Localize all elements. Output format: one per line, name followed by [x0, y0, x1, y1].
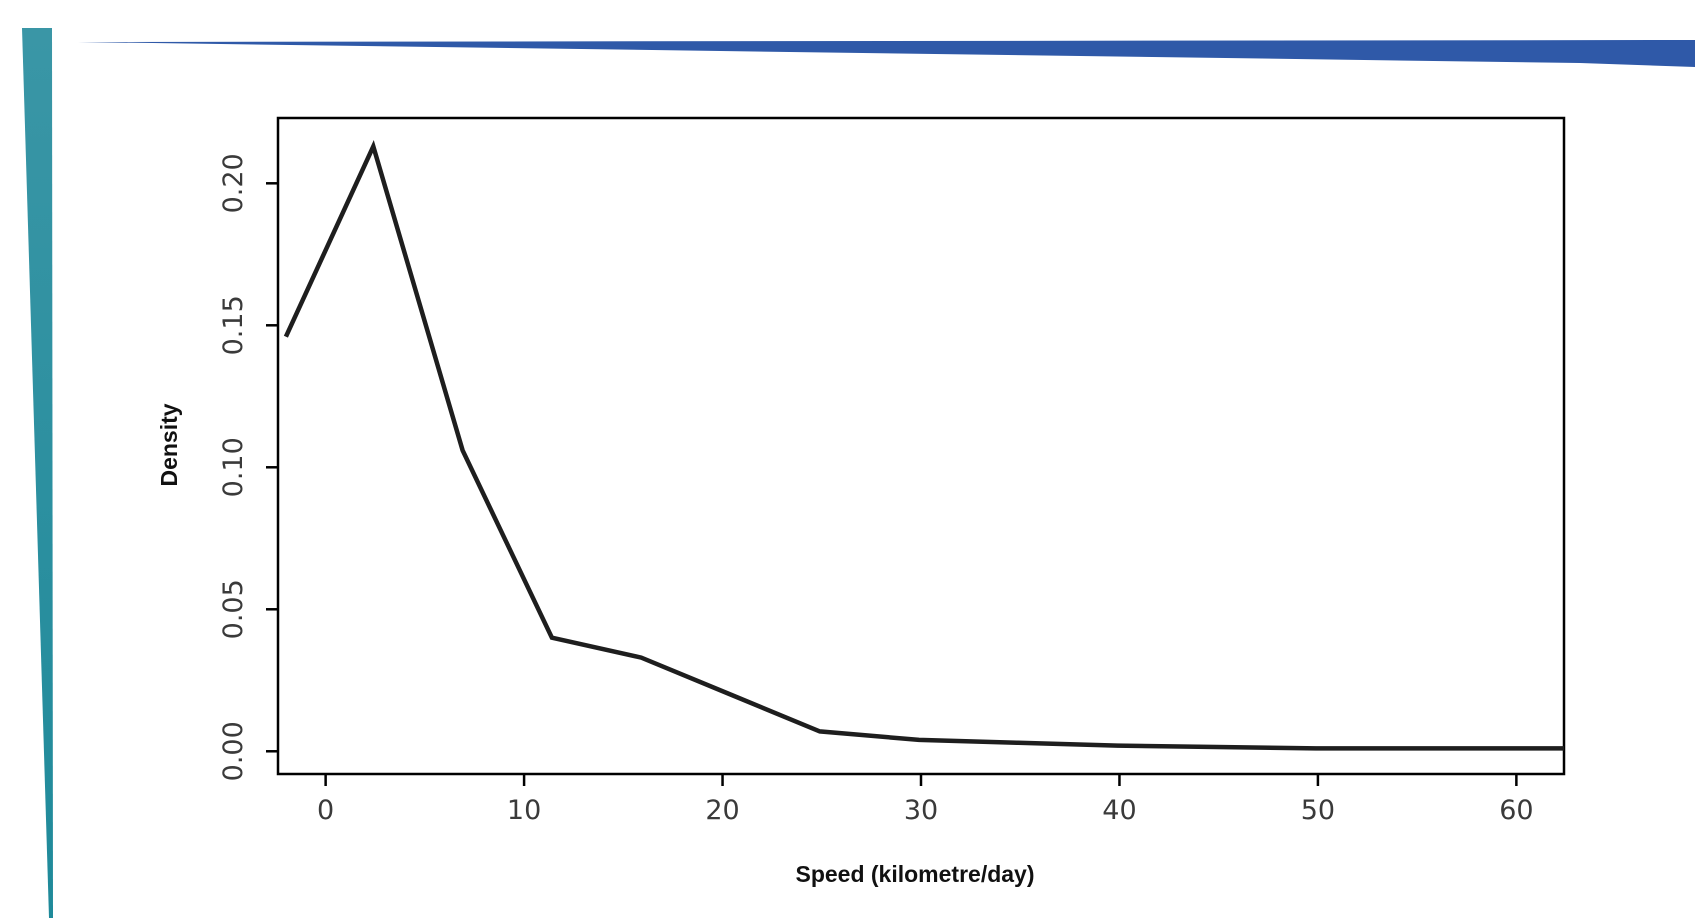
- x-axis-title: Speed (kilometre/day): [795, 861, 1034, 887]
- x-tick-label: 40: [1102, 795, 1136, 826]
- density-series-line: [283, 139, 1564, 751]
- plot-frame: [276, 116, 1566, 776]
- y-axis: 0.00 0.05 0.10 0.15 0.20: [218, 153, 278, 781]
- y-tick-label: 0.00: [218, 721, 249, 781]
- x-tick-label: 0: [317, 795, 334, 826]
- x-tick-label: 10: [507, 795, 541, 826]
- x-tick-label: 60: [1499, 795, 1533, 826]
- x-tick-label: 20: [705, 795, 739, 826]
- y-axis-title: Density: [156, 403, 182, 486]
- y-tick-label: 0.15: [218, 295, 249, 355]
- x-axis: 0 10 20 30 40 50 60: [317, 774, 1534, 826]
- y-tick-label: 0.05: [218, 579, 249, 639]
- top-decorative-bar: [78, 40, 1695, 67]
- x-tick-label: 30: [904, 795, 938, 826]
- left-decorative-bar: [22, 28, 53, 918]
- x-tick-label: 50: [1301, 795, 1335, 826]
- y-tick-label: 0.10: [218, 437, 249, 497]
- y-tick-label: 0.20: [218, 153, 249, 213]
